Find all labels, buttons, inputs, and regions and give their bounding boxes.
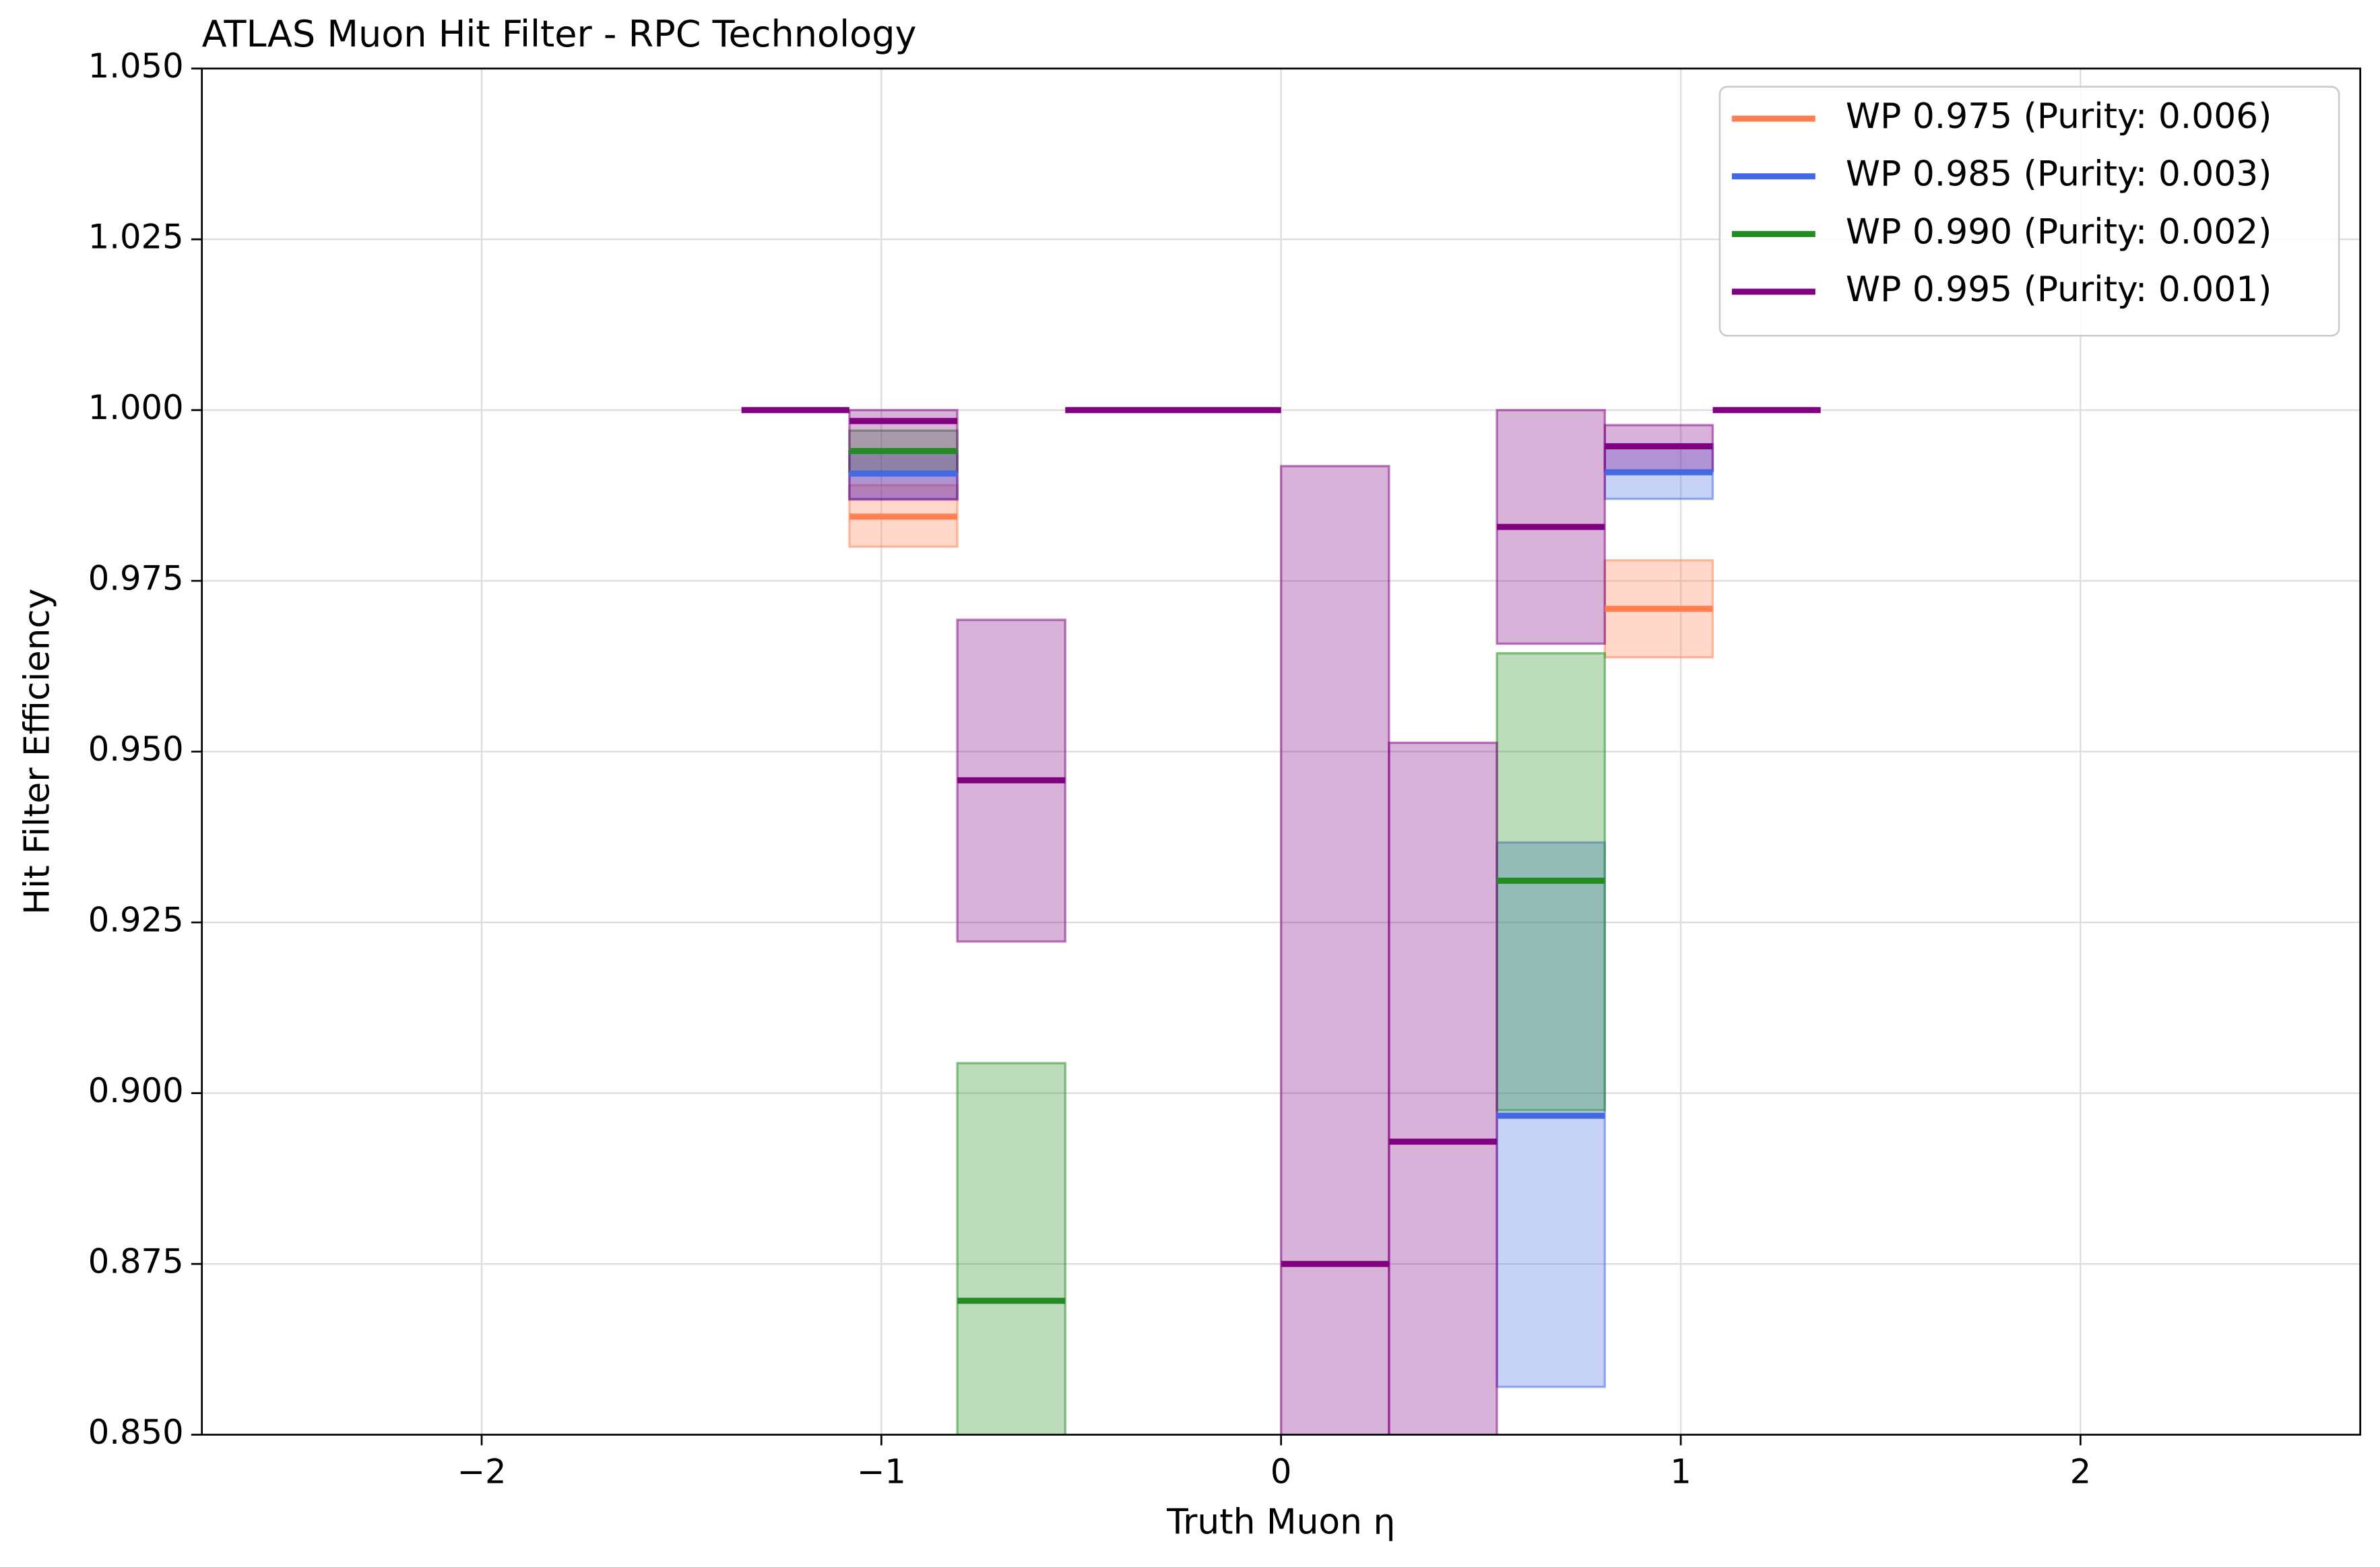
y-tick-label: 1.025	[88, 218, 184, 257]
y-axis-label: Hit Filter Efficiency	[18, 588, 58, 915]
plot-area	[741, 407, 1821, 1435]
chart-title: ATLAS Muon Hit Filter - RPC Technology	[202, 13, 917, 55]
legend-label: WP 0.975 (Purity: 0.006)	[1846, 96, 2272, 137]
error-band	[1280, 465, 1390, 1435]
x-tick-label: 2	[2070, 1452, 2092, 1492]
y-tick-label: 0.975	[88, 559, 184, 598]
y-tick-label: 1.050	[88, 46, 184, 86]
legend-label: WP 0.995 (Purity: 0.001)	[1846, 269, 2272, 310]
y-tick-label: 0.900	[88, 1071, 184, 1110]
x-tick-label: −1	[857, 1452, 906, 1492]
x-tick-label: −2	[457, 1452, 506, 1492]
axes: 0.850 0.875 0.900 0.925 0.950 0.975 1.000 1.025…	[88, 46, 2091, 1491]
legend: WP 0.975 (Purity: 0.006) WP 0.985 (Purity…	[1718, 86, 2340, 337]
y-tick-label: 0.875	[88, 1242, 184, 1281]
x-axis-label: Truth Muon η	[1166, 1502, 1395, 1543]
y-tick-label: 0.850	[88, 1413, 184, 1452]
x-tick-label: 1	[1670, 1452, 1692, 1492]
error-band	[956, 1062, 1066, 1435]
legend-label: WP 0.985 (Purity: 0.003)	[1846, 154, 2272, 195]
legend-box	[1718, 86, 2340, 337]
y-tick-label: 0.925	[88, 901, 184, 940]
y-tick-label: 1.000	[88, 388, 184, 427]
y-tick-label: 0.950	[88, 730, 184, 769]
x-tick-label: 0	[1271, 1452, 1292, 1492]
error-band	[848, 409, 959, 501]
legend-label: WP 0.990 (Purity: 0.002)	[1846, 212, 2272, 252]
